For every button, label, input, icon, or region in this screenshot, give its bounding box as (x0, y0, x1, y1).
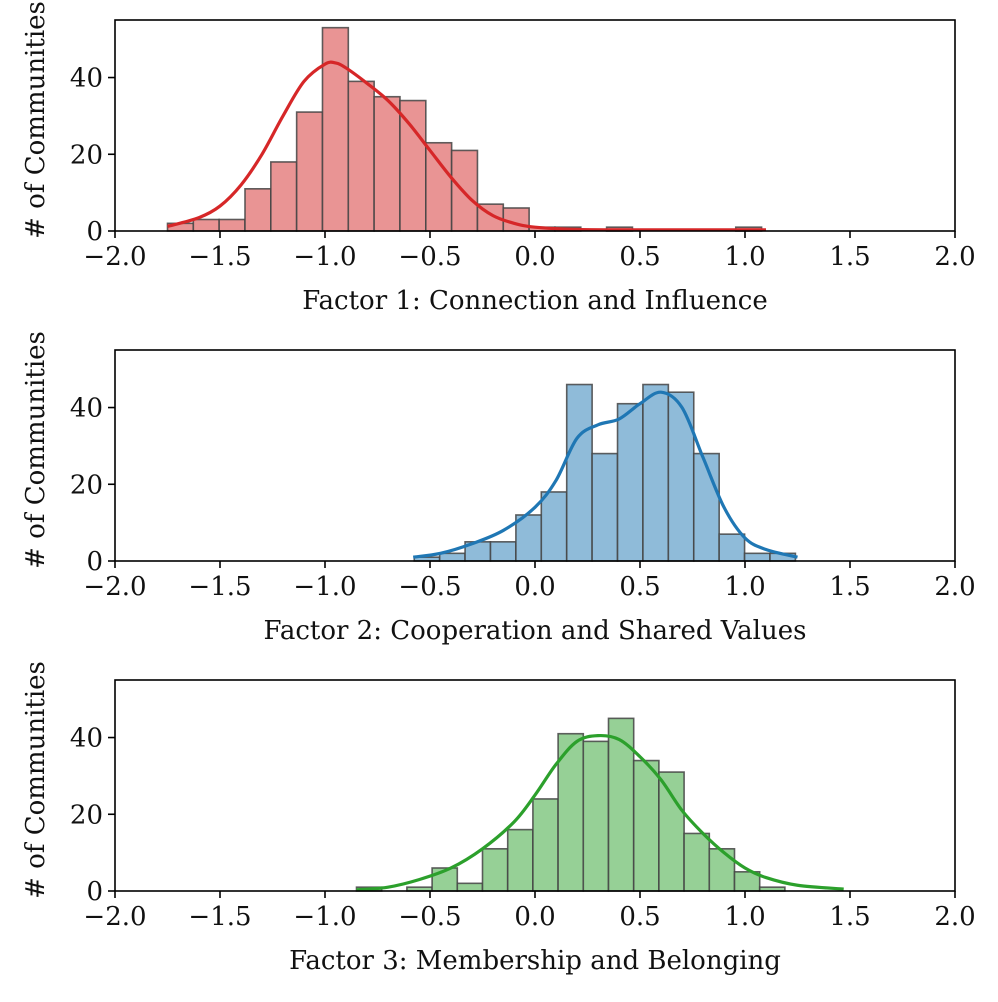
histogram-bar (438, 552, 466, 562)
x-tick-label: −0.5 (398, 572, 461, 602)
x-tick-label: −2.0 (83, 902, 146, 932)
histogram-bar (718, 533, 746, 562)
x-tick-label: 2.0 (934, 572, 975, 602)
histogram-bar (607, 717, 635, 892)
y-tick-label: 0 (86, 877, 103, 907)
histogram-bar (565, 383, 593, 562)
histogram-bar (295, 111, 324, 232)
histogram-bar (373, 95, 401, 232)
histogram-bar (591, 452, 619, 562)
histogram-bar (424, 141, 453, 232)
x-tick-label: −2.0 (83, 242, 146, 272)
x-tick-label: 1.5 (829, 572, 870, 602)
x-tick-label: 1.5 (829, 242, 870, 272)
x-tick-label: −0.5 (398, 902, 461, 932)
kde-curve (167, 60, 766, 232)
histogram-bar (658, 771, 685, 892)
x-tick-label: 1.0 (724, 902, 765, 932)
y-axis-label: # of Communities (21, 331, 51, 569)
histogram-bar (557, 732, 585, 892)
x-tick-label: −2.0 (83, 572, 146, 602)
histogram-bar (399, 99, 427, 232)
x-tick-label: −1.5 (188, 902, 251, 932)
x-tick-label: 0.5 (619, 242, 660, 272)
panel-factor-2: −2.0 −1.5 −1.0 −0.5 0.0 0.5 1.0 1.5 2.0 0 20 40 Fa… (21, 331, 976, 646)
histogram-bar (582, 740, 610, 892)
x-axis-label: Factor 2: Cooperation and Shared Values (264, 616, 807, 646)
histogram-bar (481, 847, 509, 892)
x-tick-label: −1.5 (188, 242, 251, 272)
histogram-bar (502, 207, 530, 232)
histogram-bar (632, 759, 660, 892)
y-tick-label: 0 (86, 217, 103, 247)
histogram-bar (515, 514, 543, 562)
histogram-bar (347, 80, 375, 232)
x-tick-label: 0.5 (619, 572, 660, 602)
kde-curve (356, 733, 844, 892)
histogram-bar (218, 218, 246, 232)
x-axis-label: Factor 3: Membership and Belonging (289, 946, 781, 976)
x-tick-label: 1.0 (724, 572, 765, 602)
y-tick-label: 40 (70, 394, 103, 424)
histogram-bar (321, 26, 350, 232)
x-tick-label: 2.0 (934, 242, 975, 272)
x-tick-label: 0.0 (514, 902, 555, 932)
y-axis-ticks: 0 20 40 (70, 394, 115, 577)
x-tick-label: −1.0 (293, 242, 356, 272)
histogram-bar (270, 161, 298, 232)
y-tick-label: 0 (86, 547, 103, 577)
x-tick-label: 2.0 (934, 902, 975, 932)
y-tick-label: 20 (70, 470, 103, 500)
x-axis-ticks: −2.0 −1.5 −1.0 −0.5 0.0 0.5 1.0 1.5 2.0 (83, 891, 976, 932)
histogram-bar (532, 798, 559, 892)
histogram-bar (456, 882, 484, 892)
y-tick-label: 40 (70, 724, 103, 754)
y-tick-label: 20 (70, 800, 103, 830)
y-tick-label: 40 (70, 64, 103, 94)
histogram-bar (667, 391, 695, 562)
histogram-bar (244, 188, 272, 232)
kde-curve (412, 390, 798, 559)
histogram-bar (506, 828, 534, 892)
histogram-bars (413, 383, 797, 562)
x-tick-label: −1.0 (293, 572, 356, 602)
histogram-bar (642, 383, 670, 562)
histogram-bar (743, 552, 771, 562)
histogram-bar (692, 452, 720, 562)
y-tick-label: 20 (70, 140, 103, 170)
x-axis-ticks: −2.0 −1.5 −1.0 −0.5 0.0 0.5 1.0 1.5 2.0 (83, 231, 976, 272)
x-tick-label: 0.0 (514, 572, 555, 602)
panel-factor-3: −2.0 −1.5 −1.0 −0.5 0.0 0.5 1.0 1.5 2.0 0 20 40 Fa… (21, 661, 976, 976)
histogram-bar (683, 832, 711, 892)
histogram-bar (540, 491, 568, 562)
x-tick-label: −1.0 (293, 902, 356, 932)
y-axis-ticks: 0 20 40 (70, 724, 115, 907)
histogram-bar (708, 847, 736, 892)
x-tick-label: −0.5 (398, 242, 461, 272)
y-axis-label: # of Communities (21, 661, 51, 899)
x-tick-label: 0.5 (619, 902, 660, 932)
x-axis-ticks: −2.0 −1.5 −1.0 −0.5 0.0 0.5 1.0 1.5 2.0 (83, 561, 976, 602)
x-tick-label: 1.0 (724, 242, 765, 272)
x-axis-label: Factor 1: Connection and Influence (302, 286, 767, 316)
panel-factor-1: −2.0 −1.5 −1.0 −0.5 0.0 0.5 1.0 1.5 2.0 0 20 40 Fa… (21, 1, 976, 316)
histogram-bar (489, 541, 517, 562)
histogram-bar (192, 218, 220, 232)
y-axis-ticks: 0 20 40 (70, 64, 115, 247)
histogram-bar (616, 402, 644, 562)
x-tick-label: 1.5 (829, 902, 870, 932)
x-tick-label: −1.5 (188, 572, 251, 602)
y-axis-label: # of Communities (21, 1, 51, 239)
histogram-bars (355, 717, 786, 892)
histogram-bars (166, 26, 763, 232)
x-tick-label: 0.0 (514, 242, 555, 272)
plot-frame (114, 19, 956, 232)
